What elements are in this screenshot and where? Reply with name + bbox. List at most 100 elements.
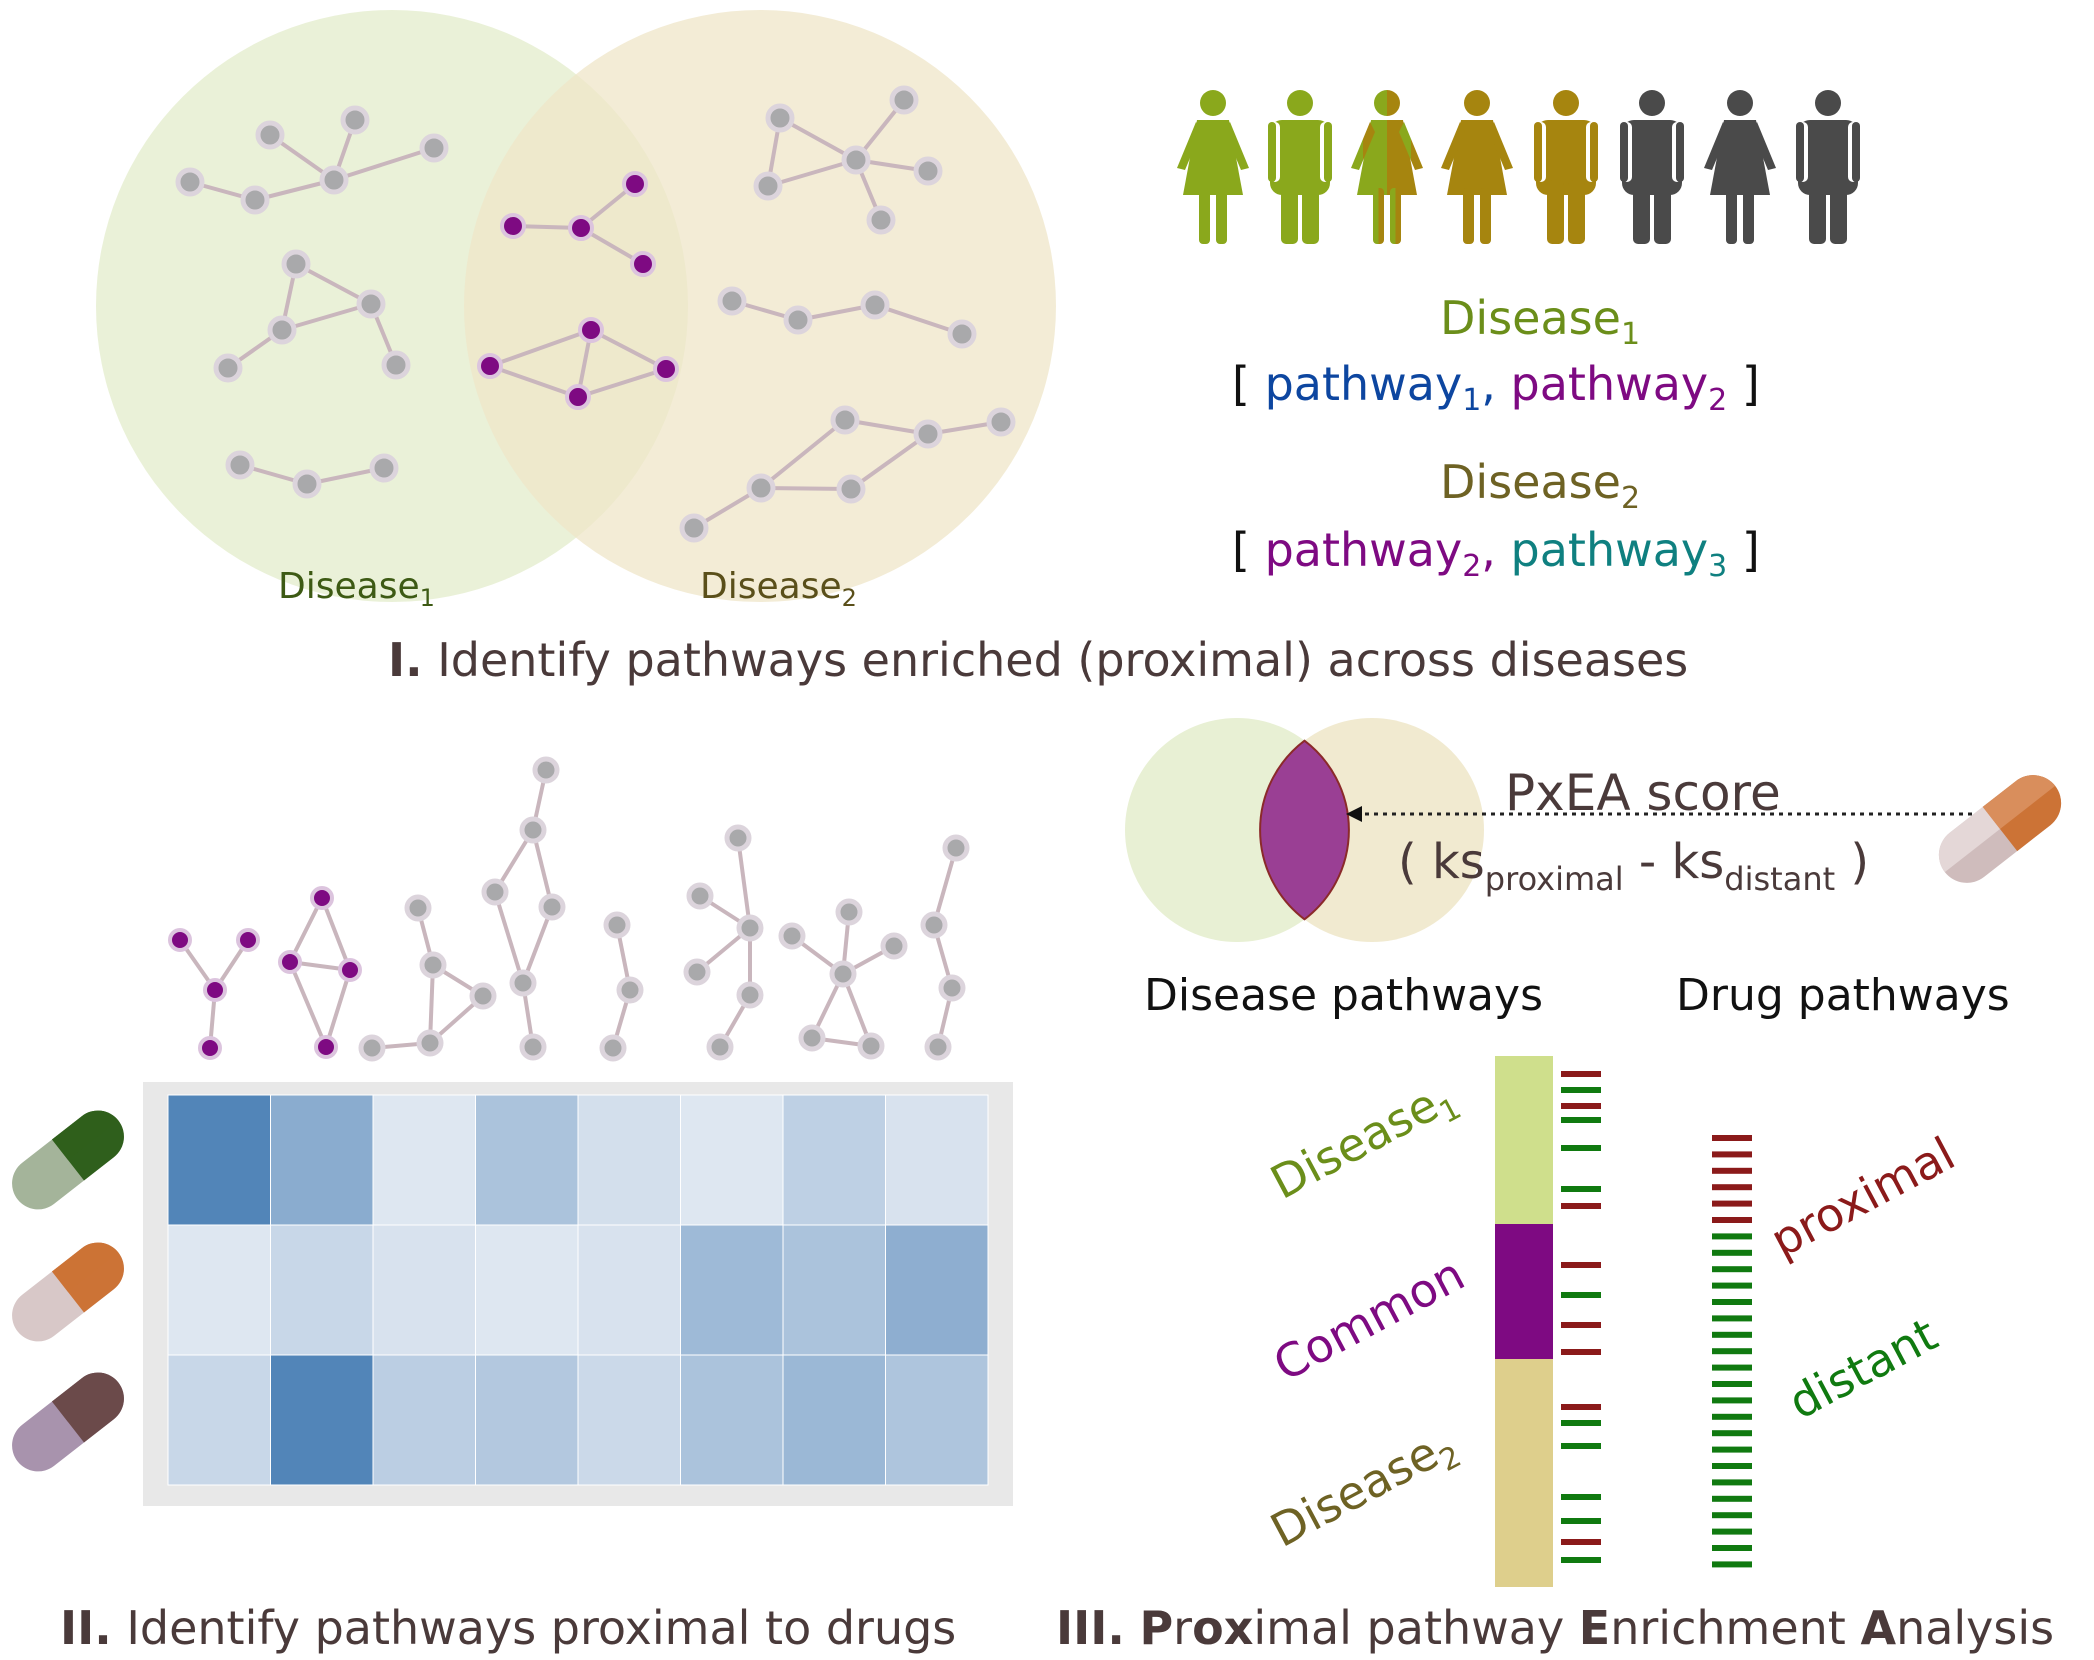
drug-pill-icon (12, 1372, 124, 1472)
bar-label-disease1: Disease1 (1262, 1068, 1467, 1216)
heatmap-cell (167, 1354, 271, 1486)
heatmap-cell (475, 1224, 579, 1356)
disease2-heading: Disease2 (1440, 455, 1640, 516)
pathway-tick (1561, 1071, 1601, 1077)
heatmap-cell (372, 1094, 476, 1226)
drug-tick (1712, 1348, 1752, 1355)
drug-tick (1712, 1233, 1752, 1240)
drug-tick (1712, 1430, 1752, 1437)
venn-disease1-label: Disease1 (278, 566, 435, 612)
bar-label-disease2: Disease2 (1262, 1416, 1467, 1564)
drug-tick (1712, 1413, 1752, 1420)
drug-network-4 (481, 756, 566, 1061)
network-disease1-b (213, 249, 411, 383)
heatmap-cell (680, 1354, 784, 1486)
pathway-tick (1561, 1262, 1601, 1268)
drug-tick (1712, 1299, 1752, 1305)
drug-pathway-heatmap (167, 1094, 989, 1486)
patient-icons (1177, 90, 1860, 244)
drug-pill-pxea (1938, 775, 2062, 883)
disease2-pathway-list: [ pathway2, pathway3 ] (1232, 523, 1760, 584)
drug-tick (1712, 1135, 1752, 1141)
drug-tick (1712, 1528, 1752, 1535)
drug-tick (1712, 1217, 1752, 1223)
pathway-tick (1561, 1557, 1601, 1563)
network-disease2-a (753, 85, 943, 235)
venn-disease2-label: Disease2 (700, 566, 857, 612)
pathway-tick (1561, 1518, 1601, 1524)
pathway-tick (1561, 1292, 1601, 1298)
heatmap-cell (167, 1094, 271, 1226)
drug-network-2 (278, 886, 362, 1059)
disease-pathways-label: Disease pathways (1144, 970, 1543, 1021)
pathway-tick (1561, 1404, 1601, 1410)
venn-disease2-circle (464, 10, 1056, 602)
drug-tick (1712, 1463, 1752, 1469)
drug-tick (1712, 1184, 1752, 1191)
heatmap-cell (475, 1094, 579, 1226)
pathway-tick (1561, 1145, 1601, 1151)
pathway-tick (1561, 1087, 1601, 1093)
panel1-caption: I. Identify pathways enriched (proximal)… (388, 633, 1688, 687)
panel2-caption: II. Identify pathways proximal to drugs (60, 1601, 956, 1655)
drug-tick (1712, 1282, 1752, 1289)
heatmap-cell (680, 1224, 784, 1356)
person-icon (1620, 90, 1684, 244)
drug-pathways-label: Drug pathways (1676, 970, 2010, 1021)
drug-tick (1712, 1200, 1752, 1207)
pathway-tick (1561, 1322, 1601, 1328)
drug-network-1 (168, 928, 260, 1060)
drug-tick (1712, 1331, 1752, 1338)
disease1-pathway-list: [ pathway1, pathway2 ] (1232, 357, 1760, 418)
drug-tick (1712, 1495, 1752, 1502)
pathway-tick (1561, 1539, 1601, 1545)
heatmap-cell (782, 1354, 886, 1486)
heatmap-cell (782, 1224, 886, 1356)
pathway-tick (1561, 1203, 1601, 1209)
network-disease2-c (679, 405, 1016, 543)
network-common-a (500, 171, 656, 277)
drug-pill-icon (12, 1242, 124, 1342)
heatmap-cell (782, 1094, 886, 1226)
heatmap-cell (885, 1224, 989, 1356)
panel3-caption: III. Proximal pathway Enrichment Analysi… (1056, 1601, 2054, 1655)
drug-tick (1712, 1446, 1752, 1453)
drug-tick (1712, 1512, 1752, 1519)
drug-pathway-ticks (1712, 1135, 1752, 1568)
panel-2: II. Identify pathways proximal to drugs (12, 756, 1013, 1655)
panel-1: Disease1 Disease2 Disease1 [ pathway1, p… (96, 10, 1860, 687)
pxea-score-title: PxEA score (1505, 764, 1781, 822)
drug-tick (1712, 1381, 1752, 1387)
drug-tick (1712, 1151, 1752, 1158)
person-icon (1704, 90, 1776, 244)
pathway-tick (1561, 1117, 1601, 1123)
person-icon (1177, 90, 1249, 244)
pathway-tick (1561, 1186, 1601, 1192)
disease-pathway-ticks (1561, 1071, 1601, 1563)
heatmap-cell (577, 1224, 681, 1356)
pathway-tick (1561, 1349, 1601, 1355)
drug-network-7 (778, 898, 908, 1060)
drug-tick (1712, 1249, 1752, 1256)
person-icon (1268, 90, 1332, 244)
network-disease2-b (717, 286, 977, 349)
drug-network-3 (358, 894, 497, 1062)
bar-label-common: Common (1265, 1247, 1473, 1392)
drug-tick (1712, 1364, 1752, 1371)
heatmap-cell (885, 1354, 989, 1486)
mini-venn-intersection (1259, 739, 1350, 921)
drug-tick (1712, 1315, 1752, 1322)
heatmap-cell (475, 1354, 579, 1486)
label-proximal: proximal (1762, 1126, 1964, 1267)
heatmap-cell (680, 1094, 784, 1226)
heatmap-cell (167, 1224, 271, 1356)
heatmap-cell (372, 1354, 476, 1486)
pxea-arrowhead (1346, 806, 1362, 822)
person-icon (1351, 90, 1423, 244)
disease1-heading: Disease1 (1440, 291, 1640, 352)
heatmap-cell (270, 1354, 374, 1486)
pathway-tick (1561, 1494, 1601, 1500)
drug-tick (1712, 1479, 1752, 1486)
drug-tick (1712, 1266, 1752, 1273)
drug-network-6 (683, 824, 764, 1061)
